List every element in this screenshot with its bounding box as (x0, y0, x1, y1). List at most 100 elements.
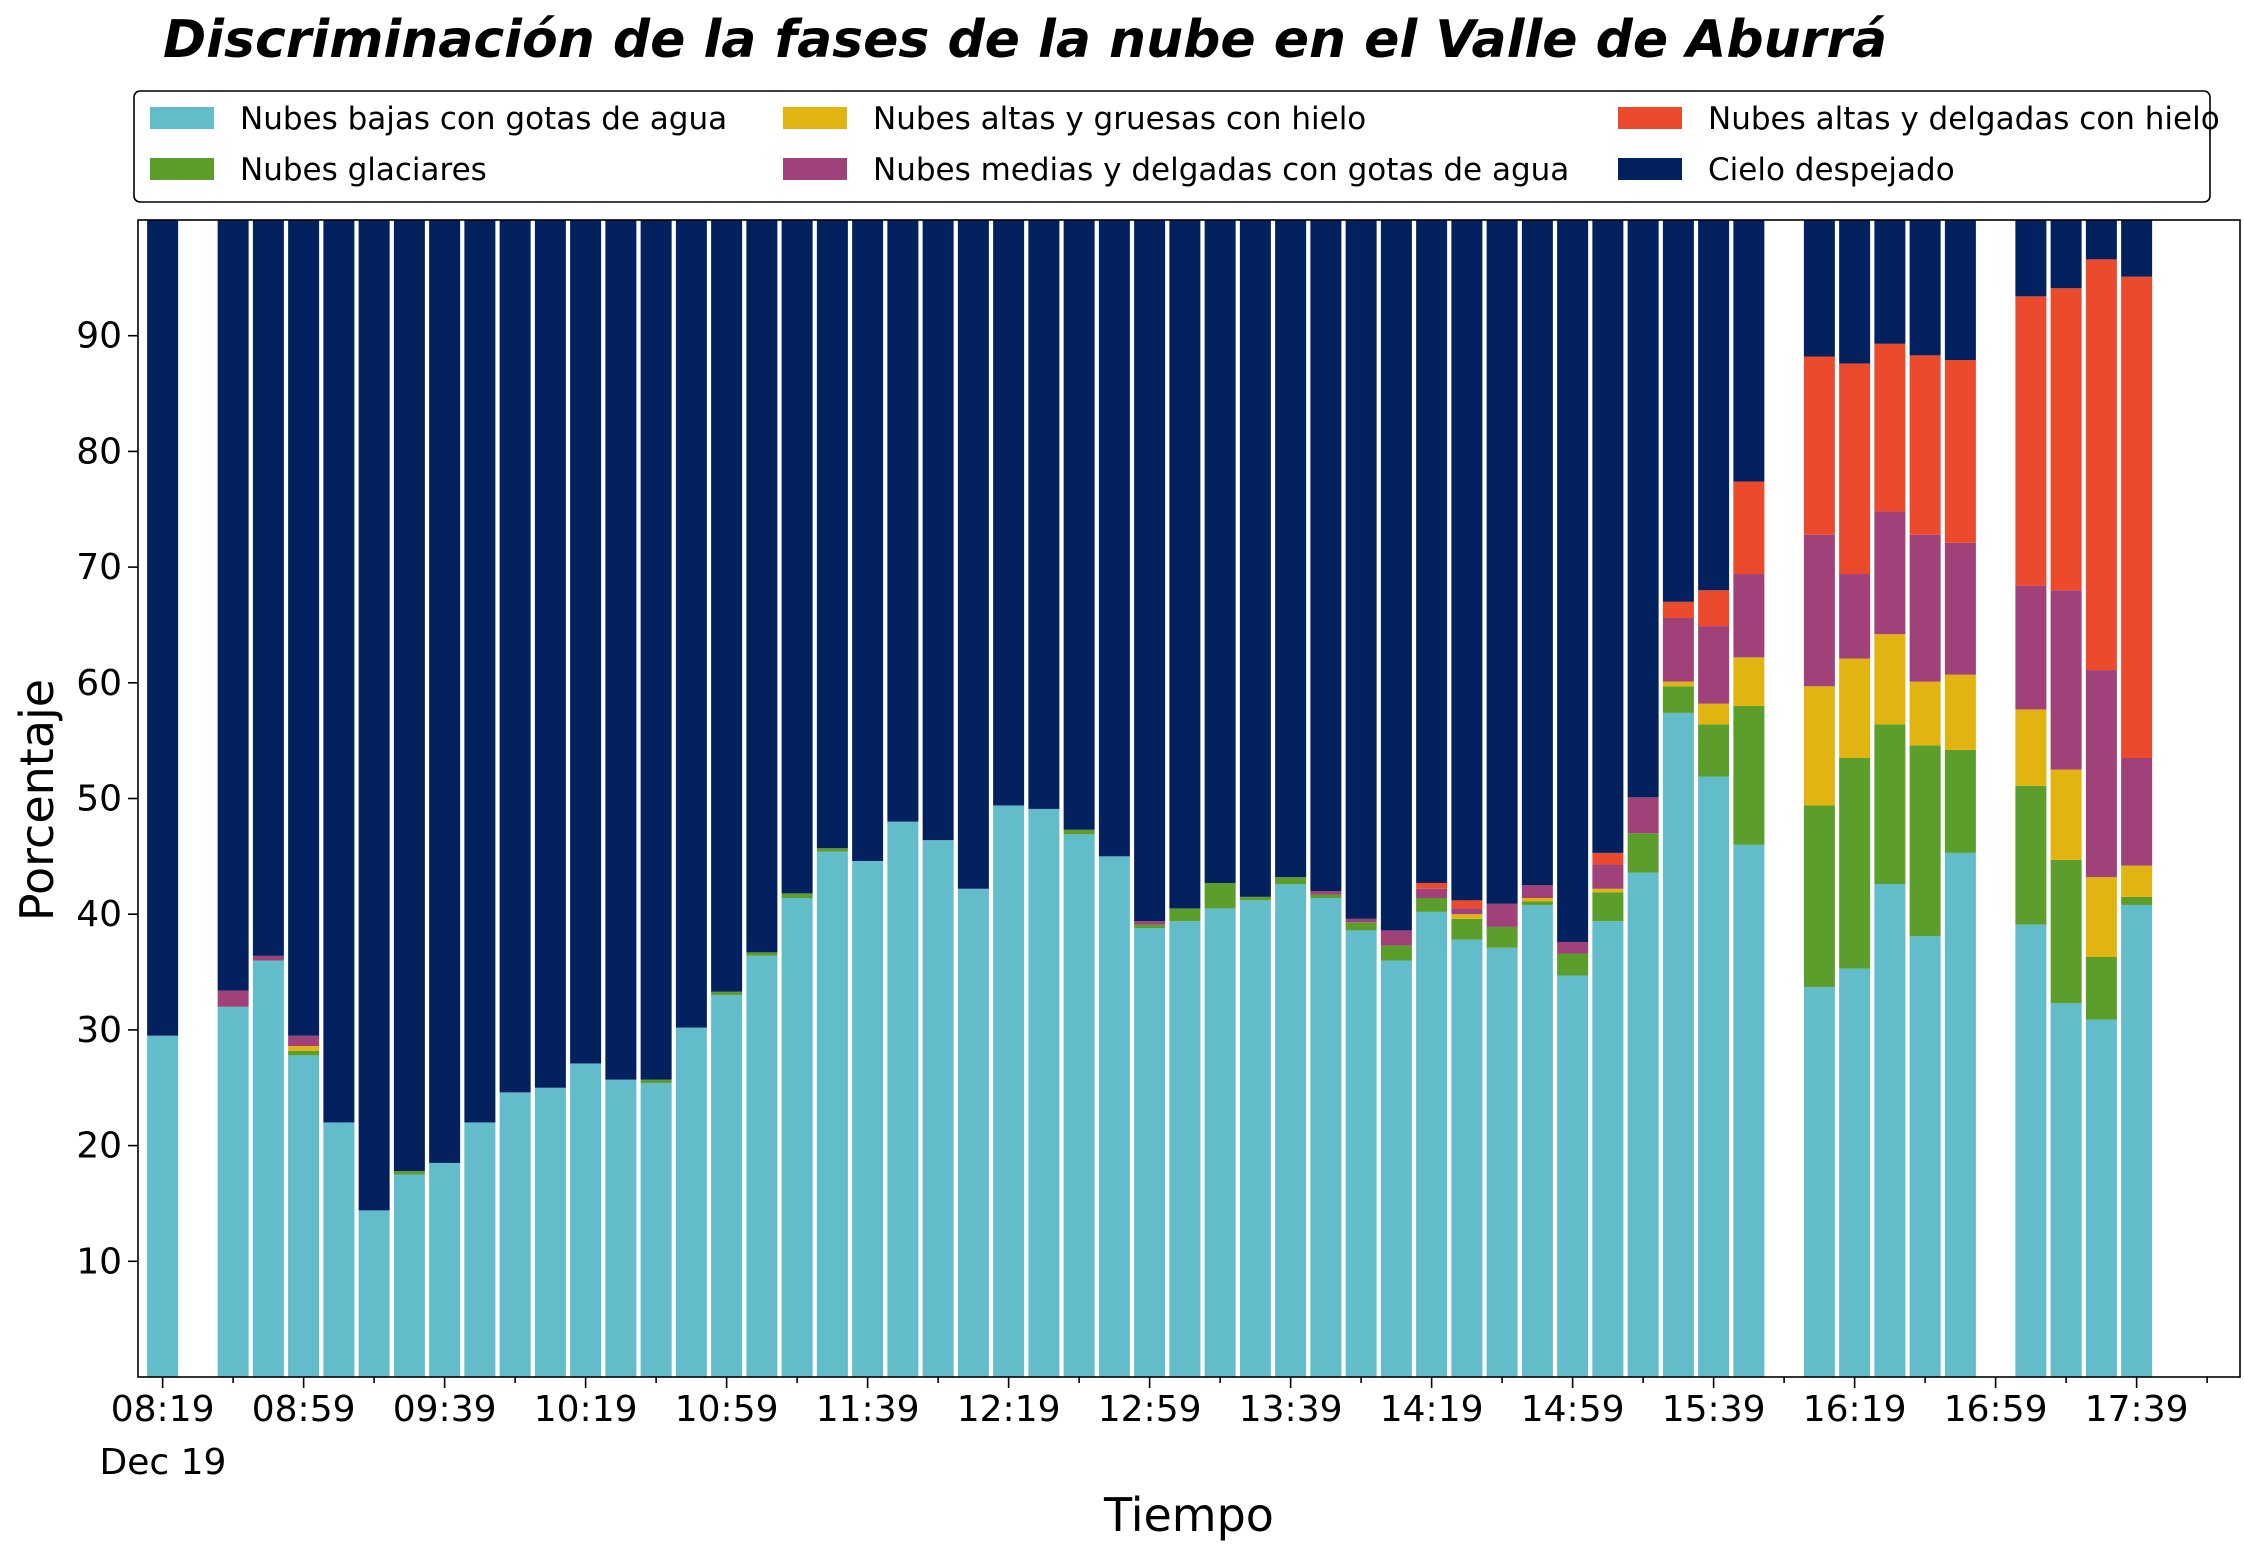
bar-nubes-altas-y-gruesas-con-hielo-1719 (2050, 769, 2082, 860)
bar-nubes-bajas-con-gotas-de-agua-0909 (323, 1122, 355, 1377)
bar-nubes-bajas-con-gotas-de-agua-0849 (252, 960, 284, 1377)
bar-nubes-medias-y-delgadas-con-gotas-de-agua-1439 (1486, 903, 1518, 927)
bar-nubes-medias-y-delgadas-con-gotas-de-agua-1409 (1380, 930, 1412, 946)
bar-nubes-medias-y-delgadas-con-gotas-de-agua-1429 (1451, 908, 1483, 915)
bar-cielo-despejado-1149 (887, 220, 919, 822)
y-tick-label-70: 70 (76, 547, 122, 588)
bar-nubes-altas-y-gruesas-con-hielo-1609 (1803, 686, 1835, 806)
legend-label-nubes-altas-y-delgadas-con-hielo: Nubes altas y delgadas con hielo (1708, 101, 2220, 137)
bar-nubes-medias-y-delgadas-con-gotas-de-agua-1719 (2050, 590, 2082, 770)
bar-nubes-medias-y-delgadas-con-gotas-de-agua-1419 (1416, 888, 1448, 899)
bar-cielo-despejado-1019 (570, 220, 602, 1064)
bar-nubes-glaciares-1529 (1662, 686, 1694, 713)
bar-nubes-glaciares-1719 (2050, 859, 2082, 1004)
bar-nubes-glaciares-0859 (288, 1050, 320, 1056)
bar-nubes-medias-y-delgadas-con-gotas-de-agua-1609 (1803, 534, 1835, 687)
legend-swatch-nubes-bajas-con-gotas-de-agua (150, 107, 214, 129)
bar-nubes-bajas-con-gotas-de-agua-1739 (2121, 904, 2153, 1377)
bar-nubes-glaciares-1349 (1310, 894, 1342, 898)
bar-nubes-bajas-con-gotas-de-agua-1159 (922, 840, 954, 1377)
bar-cielo-despejado-1719 (2050, 220, 2082, 289)
legend-frame (133, 90, 2211, 203)
bar-nubes-bajas-con-gotas-de-agua-1209 (957, 888, 989, 1377)
y-axis: 10 20 30 40 50 60 70 80 90 (76, 316, 138, 1282)
bar-nubes-altas-y-gruesas-con-hielo-1449 (1521, 898, 1553, 902)
bar-nubes-bajas-con-gotas-de-agua-1039 (640, 1083, 672, 1377)
bar-cielo-despejado-1549 (1733, 220, 1765, 482)
bar-nubes-bajas-con-gotas-de-agua-1339 (1275, 884, 1307, 1377)
bar-nubes-bajas-con-gotas-de-agua-1009 (534, 1087, 566, 1377)
x-tick-label-0939: 09:39 (393, 1389, 497, 1430)
legend-swatch-cielo-despejado (1618, 158, 1682, 180)
bar-cielo-despejado-1449 (1521, 220, 1553, 886)
bar-nubes-glaciares-1639 (1909, 745, 1941, 937)
bar-nubes-altas-y-gruesas-con-hielo-1549 (1733, 657, 1765, 706)
bar-cielo-despejado-1259 (1134, 220, 1166, 922)
legend-label-nubes-glaciares: Nubes glaciares (240, 152, 487, 188)
bar-cielo-despejado-1059 (711, 220, 743, 992)
bar-nubes-altas-y-delgadas-con-hielo-1509 (1592, 852, 1624, 865)
bar-nubes-glaciares-1439 (1486, 926, 1518, 948)
bar-nubes-glaciares-1329 (1239, 896, 1271, 901)
bar-nubes-altas-y-gruesas-con-hielo-1709 (2015, 709, 2047, 786)
legend-label-nubes-altas-y-gruesas-con-hielo: Nubes altas y gruesas con hielo (873, 101, 1366, 137)
bar-nubes-bajas-con-gotas-de-agua-1119 (781, 898, 813, 1377)
legend-swatch-nubes-medias-y-delgadas-con-gotas-de-agua (783, 158, 847, 180)
bar-cielo-despejado-1739 (2121, 220, 2153, 277)
bar-nubes-altas-y-gruesas-con-hielo-1509 (1592, 888, 1624, 893)
bar-nubes-altas-y-gruesas-con-hielo-1429 (1451, 914, 1483, 919)
bar-nubes-glaciares-1239 (1063, 829, 1095, 835)
bar-nubes-bajas-con-gotas-de-agua-1529 (1662, 712, 1694, 1377)
x-tick-label-1739: 17:39 (2085, 1389, 2189, 1430)
bar-nubes-bajas-con-gotas-de-agua-0939 (429, 1162, 461, 1377)
bar-cielo-despejado-1129 (816, 220, 848, 849)
x-axis: 08:19 08:59 09:39 10:19 10:59 11:39 12:19 12:59… (111, 1377, 2208, 1430)
bar-nubes-bajas-con-gotas-de-agua-1319 (1204, 908, 1236, 1377)
bar-nubes-altas-y-delgadas-con-hielo-1529 (1662, 601, 1694, 619)
x-tick-label-0819: 08:19 (111, 1389, 215, 1430)
bar-nubes-medias-y-delgadas-con-gotas-de-agua-1349 (1310, 891, 1342, 895)
bar-nubes-bajas-con-gotas-de-agua-1229 (1028, 808, 1060, 1377)
y-tick-label-20: 20 (76, 1126, 122, 1167)
legend-label-cielo-despejado: Cielo despejado (1708, 152, 1955, 188)
bar-nubes-bajas-con-gotas-de-agua-0959 (499, 1092, 531, 1377)
bar-nubes-bajas-con-gotas-de-agua-1649 (1944, 852, 1976, 1377)
bar-nubes-medias-y-delgadas-con-gotas-de-agua-1729 (2085, 670, 2117, 878)
bar-cielo-despejado-1439 (1486, 220, 1518, 904)
legend-label-nubes-bajas-con-gotas-de-agua: Nubes bajas con gotas de agua (240, 101, 727, 137)
bar-nubes-medias-y-delgadas-con-gotas-de-agua-0839 (217, 990, 249, 1007)
legend-swatch-nubes-altas-y-delgadas-con-hielo (1618, 107, 1682, 129)
bar-nubes-glaciares-1729 (2085, 957, 2117, 1020)
bar-nubes-glaciares-1539 (1698, 724, 1730, 777)
bar-layer (147, 220, 2153, 1377)
bar-cielo-despejado-1649 (1944, 220, 1976, 360)
bar-cielo-despejado-1319 (1204, 220, 1236, 883)
chart-title: Discriminación de la fases de la nube en… (163, 10, 1887, 70)
bar-cielo-despejado-1509 (1592, 220, 1624, 853)
bar-nubes-bajas-con-gotas-de-agua-1709 (2015, 924, 2047, 1377)
bar-cielo-despejado-0859 (288, 220, 320, 1036)
bar-nubes-glaciares-1649 (1944, 749, 1976, 853)
bar-nubes-bajas-con-gotas-de-agua-0839 (217, 1006, 249, 1377)
bar-nubes-bajas-con-gotas-de-agua-1439 (1486, 947, 1518, 1377)
bar-nubes-glaciares-1549 (1733, 705, 1765, 845)
bar-cielo-despejado-1359 (1345, 220, 1377, 919)
bar-nubes-glaciares-1629 (1874, 724, 1906, 885)
bar-cielo-despejado-0909 (323, 220, 355, 1123)
bar-nubes-altas-y-delgadas-con-hielo-1649 (1944, 360, 1976, 543)
bar-nubes-altas-y-gruesas-con-hielo-1529 (1662, 681, 1694, 687)
y-tick-label-30: 30 (76, 1010, 122, 1051)
bar-cielo-despejado-1239 (1063, 220, 1095, 830)
bar-nubes-bajas-con-gotas-de-agua-1019 (570, 1063, 602, 1377)
bar-nubes-bajas-con-gotas-de-agua-1259 (1134, 928, 1166, 1377)
bar-nubes-glaciares-1359 (1345, 922, 1377, 931)
bar-cielo-despejado-1539 (1698, 220, 1730, 591)
y-tick-label-60: 60 (76, 663, 122, 704)
x-tick-label-1419: 14:19 (1380, 1389, 1484, 1430)
bar-nubes-bajas-con-gotas-de-agua-1729 (2085, 1019, 2117, 1377)
bar-cielo-despejado-1619 (1839, 220, 1871, 364)
x-tick-label-1059: 10:59 (675, 1389, 779, 1430)
bar-cielo-despejado-1209 (957, 220, 989, 889)
bar-nubes-altas-y-delgadas-con-hielo-1549 (1733, 481, 1765, 575)
